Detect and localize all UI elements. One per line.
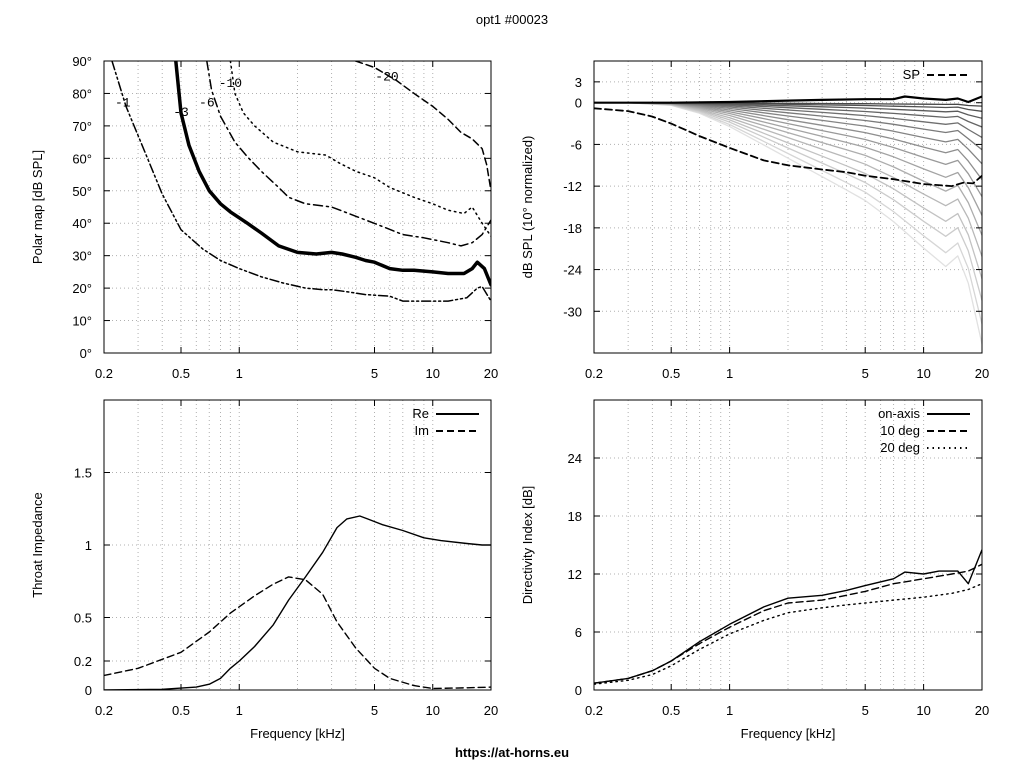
contour-label: -1 [115,95,131,110]
x-tick-label: 10 [426,366,440,381]
contour-label: -6 [199,95,215,110]
series-4-line [354,61,491,192]
x-tick-label: 0.5 [662,366,680,381]
y-tick-label: 80° [72,86,92,101]
y-tick-label: 90° [72,54,92,69]
y-tick-label: -30 [563,304,582,319]
x-tick-label: 20 [484,703,498,718]
20-deg-line [594,583,982,685]
x-tick-label: 5 [371,366,378,381]
y-axis-label: Polar map [dB SPL] [30,150,45,264]
y-tick-label: 1.5 [74,466,92,481]
x-tick-label: 5 [862,703,869,718]
footer-url: https://at-horns.eu [455,745,569,760]
y-tick-label: 60° [72,151,92,166]
y-tick-label: 50° [72,184,92,199]
y-tick-label: 18 [568,509,582,524]
y-tick-label: -12 [563,179,582,194]
x-tick-label: 10 [426,703,440,718]
series-2-line [206,61,491,247]
y-tick-label: 10° [72,314,92,329]
im-line [104,576,491,690]
y-tick-label: 0 [575,683,582,698]
y-tick-label: 70° [72,119,92,134]
x-tick-label: 1 [726,703,733,718]
x-tick-label: 1 [236,366,243,381]
plot-frame [593,399,983,691]
legend-label: 20 deg [880,440,920,455]
series-1-line [174,61,491,287]
plot-frame [593,60,983,354]
10-deg-line [594,563,982,684]
y-tick-label: -6 [570,137,582,152]
grid-lines [594,400,982,690]
grid-lines [104,61,491,353]
series-0-line [111,61,491,302]
x-axis-label: Frequency [kHz] [741,726,836,741]
y-tick-label: 20° [72,281,92,296]
chart-polar: -1 -3 -6 -10 -20 0.2 0.5 1 5 10 20 0° 10° 20° 30° 40° 50… [30,54,498,381]
y-tick-label: -18 [563,221,582,236]
fan-series-line [594,102,982,345]
x-tick-label: 1 [726,366,733,381]
y-tick-label: 0.2 [74,654,92,669]
x-tick-label: 0.2 [95,366,113,381]
series-group [104,515,491,690]
plot-frame [103,60,492,354]
chart-directivity: 0.2 0.5 1 5 10 20 0 6 12 18 24 Directivity Index [d… [520,399,989,741]
contour-label: -3 [173,105,189,120]
y-tick-label: 1 [85,538,92,553]
x-tick-label: 0.5 [172,703,190,718]
y-tick-label: 0.5 [74,611,92,626]
y-tick-label: 0 [575,96,582,111]
y-tick-label: 30° [72,249,92,264]
y-axis-label: Throat Impedance [30,492,45,598]
series-group [594,95,982,345]
series-group [111,61,491,302]
contour-label: -10 [219,76,242,91]
x-tick-label: 0.2 [585,703,603,718]
x-tick-label: 0.5 [662,703,680,718]
x-tick-label: 0.2 [585,366,603,381]
series-group [594,549,982,685]
y-axis-label: dB SPL (10° normalized) [520,136,535,279]
legend-label: on-axis [878,406,920,421]
y-tick-label: 24 [568,451,582,466]
y-tick-label: 0° [80,346,92,361]
sp-series-line [594,107,982,188]
legend-label: SP [903,67,920,82]
series-3-line [229,61,491,237]
figure-title: opt1 #00023 [476,12,548,27]
y-tick-label: 3 [575,75,582,90]
x-tick-label: 10 [916,366,930,381]
on-axis-line [594,95,982,104]
legend-label: Im [415,423,429,438]
x-tick-label: 1 [236,703,243,718]
y-tick-label: -24 [563,263,582,278]
y-tick-label: 40° [72,216,92,231]
y-tick-label: 6 [575,625,582,640]
x-tick-label: 0.5 [172,366,190,381]
x-tick-label: 20 [975,366,989,381]
x-tick-label: 20 [975,703,989,718]
y-axis-label: Directivity Index [dB] [520,486,535,605]
x-tick-label: 20 [484,366,498,381]
x-tick-label: 5 [862,366,869,381]
re-line [104,515,491,690]
x-axis-label: Frequency [kHz] [250,726,345,741]
chart-panels: -1-3-6-10 -200.2 0.5 1 5 10 200°10°20°30°40°50… [30,54,989,741]
contour-label: -20 [375,69,398,84]
legend-label: 10 deg [880,423,920,438]
y-tick-label: 12 [568,567,582,582]
grid-lines [104,400,491,690]
x-tick-label: 0.2 [95,703,113,718]
y-tick-label: 0 [85,683,92,698]
x-tick-label: 5 [371,703,378,718]
legend-label: Re [412,406,429,421]
x-tick-label: 10 [916,703,930,718]
